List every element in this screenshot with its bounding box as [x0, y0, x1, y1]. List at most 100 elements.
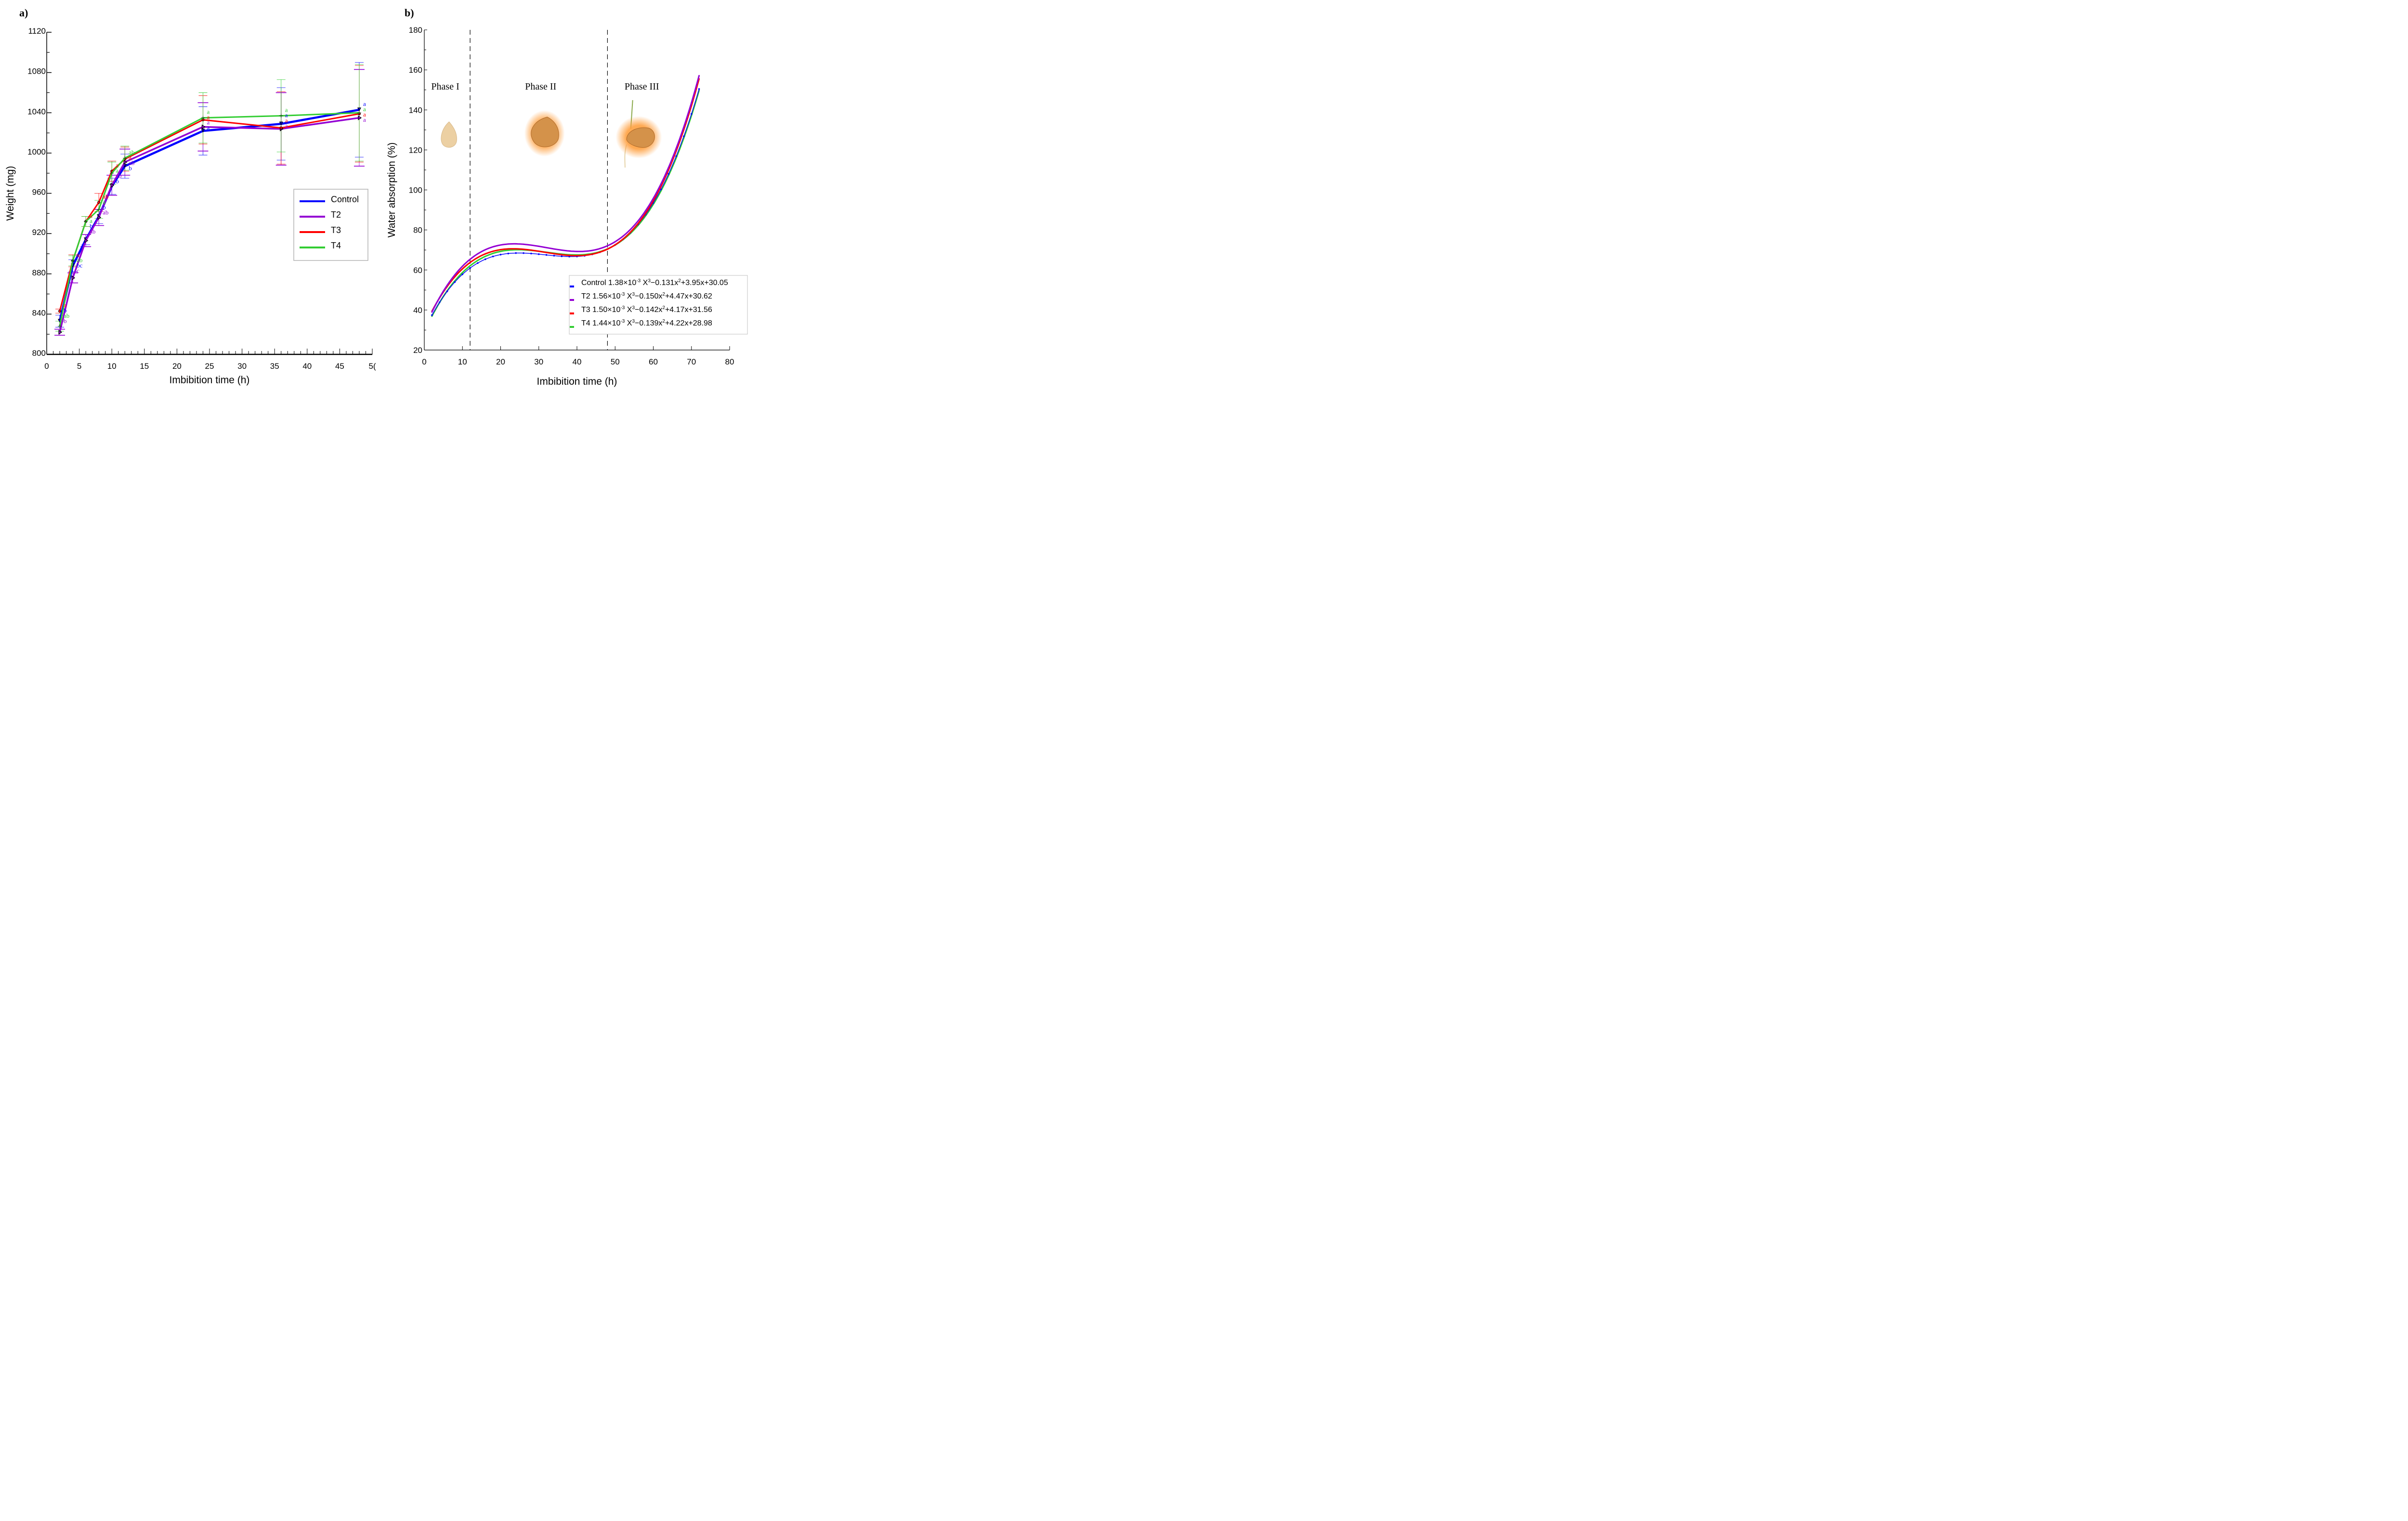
- curve-point-control: [469, 267, 471, 269]
- x-tick-label: 10: [458, 357, 467, 366]
- equation-part: +4.22x+28.98: [665, 319, 712, 327]
- curve-point-t2: [599, 247, 601, 249]
- y-tick-label: 880: [32, 268, 46, 277]
- curve-point-t3: [500, 249, 501, 250]
- legend-a: Control T2 T3 T4: [293, 189, 368, 261]
- legend-box: [569, 275, 748, 335]
- significance-letter: ab: [103, 193, 108, 200]
- significance-letter: a: [285, 106, 288, 114]
- curve-point-t2: [454, 274, 456, 276]
- y-tick-label: 1080: [27, 67, 46, 76]
- curve-point-t2: [538, 246, 540, 247]
- significance-letter: b: [64, 317, 67, 325]
- data-point-t3: [279, 126, 283, 130]
- equation-part: X: [641, 279, 648, 287]
- y-tick-label: 160: [409, 65, 422, 75]
- curve-point-control: [545, 254, 548, 256]
- equation-part: Control 1.38×10: [581, 279, 636, 287]
- legend-equation-t3: T3 1.50×10-3 X3−0.142x2+4.17x+31.56: [581, 305, 712, 314]
- curve-point-control: [454, 281, 456, 283]
- equation-part: +4.47x+30.62: [665, 292, 712, 300]
- x-tick-label: 30: [534, 357, 543, 366]
- y-tick-label: 100: [409, 186, 422, 195]
- curve-point-t3: [515, 248, 517, 250]
- y-tick-label: 40: [413, 306, 422, 315]
- curve-point-control: [461, 273, 464, 275]
- data-point-t4: [84, 220, 88, 224]
- curve-point-t2: [546, 247, 547, 248]
- significance-letter: ab: [64, 312, 69, 319]
- significance-letter: bc: [77, 262, 83, 269]
- equation-part: +3.95x+30.05: [681, 279, 728, 287]
- curve-point-t4: [492, 252, 494, 254]
- x-axis-title: Imbibition time (h): [170, 375, 250, 386]
- curve-point-t2: [477, 253, 479, 255]
- y-tick-label: 120: [409, 145, 422, 155]
- curve-point-control: [499, 253, 502, 256]
- curve-point-t4: [484, 256, 486, 257]
- curve-point-control: [683, 135, 685, 137]
- significance-letter: a: [207, 119, 209, 126]
- x-tick-label: 15: [140, 362, 149, 371]
- dry-seed-icon: [441, 121, 457, 148]
- curve-point-t2: [629, 229, 631, 231]
- y-tick-label: 1040: [27, 107, 46, 116]
- curve-point-t2: [492, 246, 494, 248]
- curve-point-control: [553, 255, 555, 257]
- legend-equation-t4: T4 1.44×10-3 X3−0.139x2+4.22x+28.98: [581, 319, 712, 327]
- curve-point-control: [537, 253, 540, 255]
- curve-point-t4: [477, 260, 479, 261]
- data-point-t4: [201, 116, 205, 120]
- legend-label-t4: T4: [331, 241, 341, 250]
- x-tick-label: 5: [77, 362, 81, 371]
- curve-point-t4: [469, 265, 471, 267]
- significance-letter: b: [129, 164, 132, 171]
- significance-letter: ab: [103, 208, 108, 216]
- curve-point-t2: [675, 147, 677, 149]
- curve-point-t4: [500, 250, 501, 252]
- curve-point-t2: [553, 248, 555, 250]
- curve-point-t3: [523, 248, 524, 250]
- y-tick-label: 80: [413, 226, 422, 235]
- curve-point-t3: [622, 238, 624, 240]
- curve-point-t3: [484, 253, 486, 255]
- data-point-control: [201, 129, 205, 133]
- curve-point-control: [561, 255, 563, 258]
- data-point-control: [357, 107, 361, 112]
- data-point-t2: [84, 238, 89, 243]
- curve-point-control: [675, 155, 677, 157]
- data-point-t2: [97, 215, 102, 220]
- phase-label: Phase III: [625, 81, 659, 92]
- equation-part: T4 1.44×10: [581, 319, 621, 327]
- significance-letter: ab: [129, 148, 134, 156]
- y-tick-label: 20: [413, 346, 422, 355]
- curve-point-t2: [637, 220, 639, 222]
- data-point-t4: [71, 259, 75, 263]
- significance-letter: a: [363, 100, 366, 107]
- equation-part: −0.150x: [635, 292, 662, 300]
- curve-point-t3: [477, 257, 479, 259]
- significance-letter: a: [77, 251, 79, 259]
- equation-part: 2: [662, 305, 665, 311]
- significance-letter: b: [64, 307, 67, 314]
- y-tick-label: 920: [32, 228, 46, 237]
- data-point-t4: [123, 156, 127, 160]
- data-point-t4: [58, 324, 62, 328]
- curve-point-t2: [660, 183, 662, 185]
- curve-point-t2: [591, 249, 593, 251]
- curve-point-control: [492, 255, 494, 258]
- significance-letter: c: [77, 267, 79, 274]
- y-axis-title: Water absorption (%): [386, 143, 397, 238]
- x-tick-label: 80: [725, 357, 734, 366]
- curve-point-t2: [431, 311, 433, 313]
- data-point-t4: [97, 207, 101, 211]
- curve-point-control: [515, 252, 517, 254]
- equation-part: +4.17x+31.56: [665, 306, 712, 314]
- curve-point-t2: [584, 250, 586, 252]
- curve-point-control: [523, 252, 524, 254]
- curve-point-control: [477, 262, 479, 264]
- panel-a: a) 800 840 880 920 960 1000 1040 1080 1120 0 5 10 15…: [0, 0, 380, 391]
- y-tick-label: 1120: [28, 26, 46, 36]
- curve-point-t3: [599, 251, 601, 253]
- significance-letter: a: [129, 154, 131, 161]
